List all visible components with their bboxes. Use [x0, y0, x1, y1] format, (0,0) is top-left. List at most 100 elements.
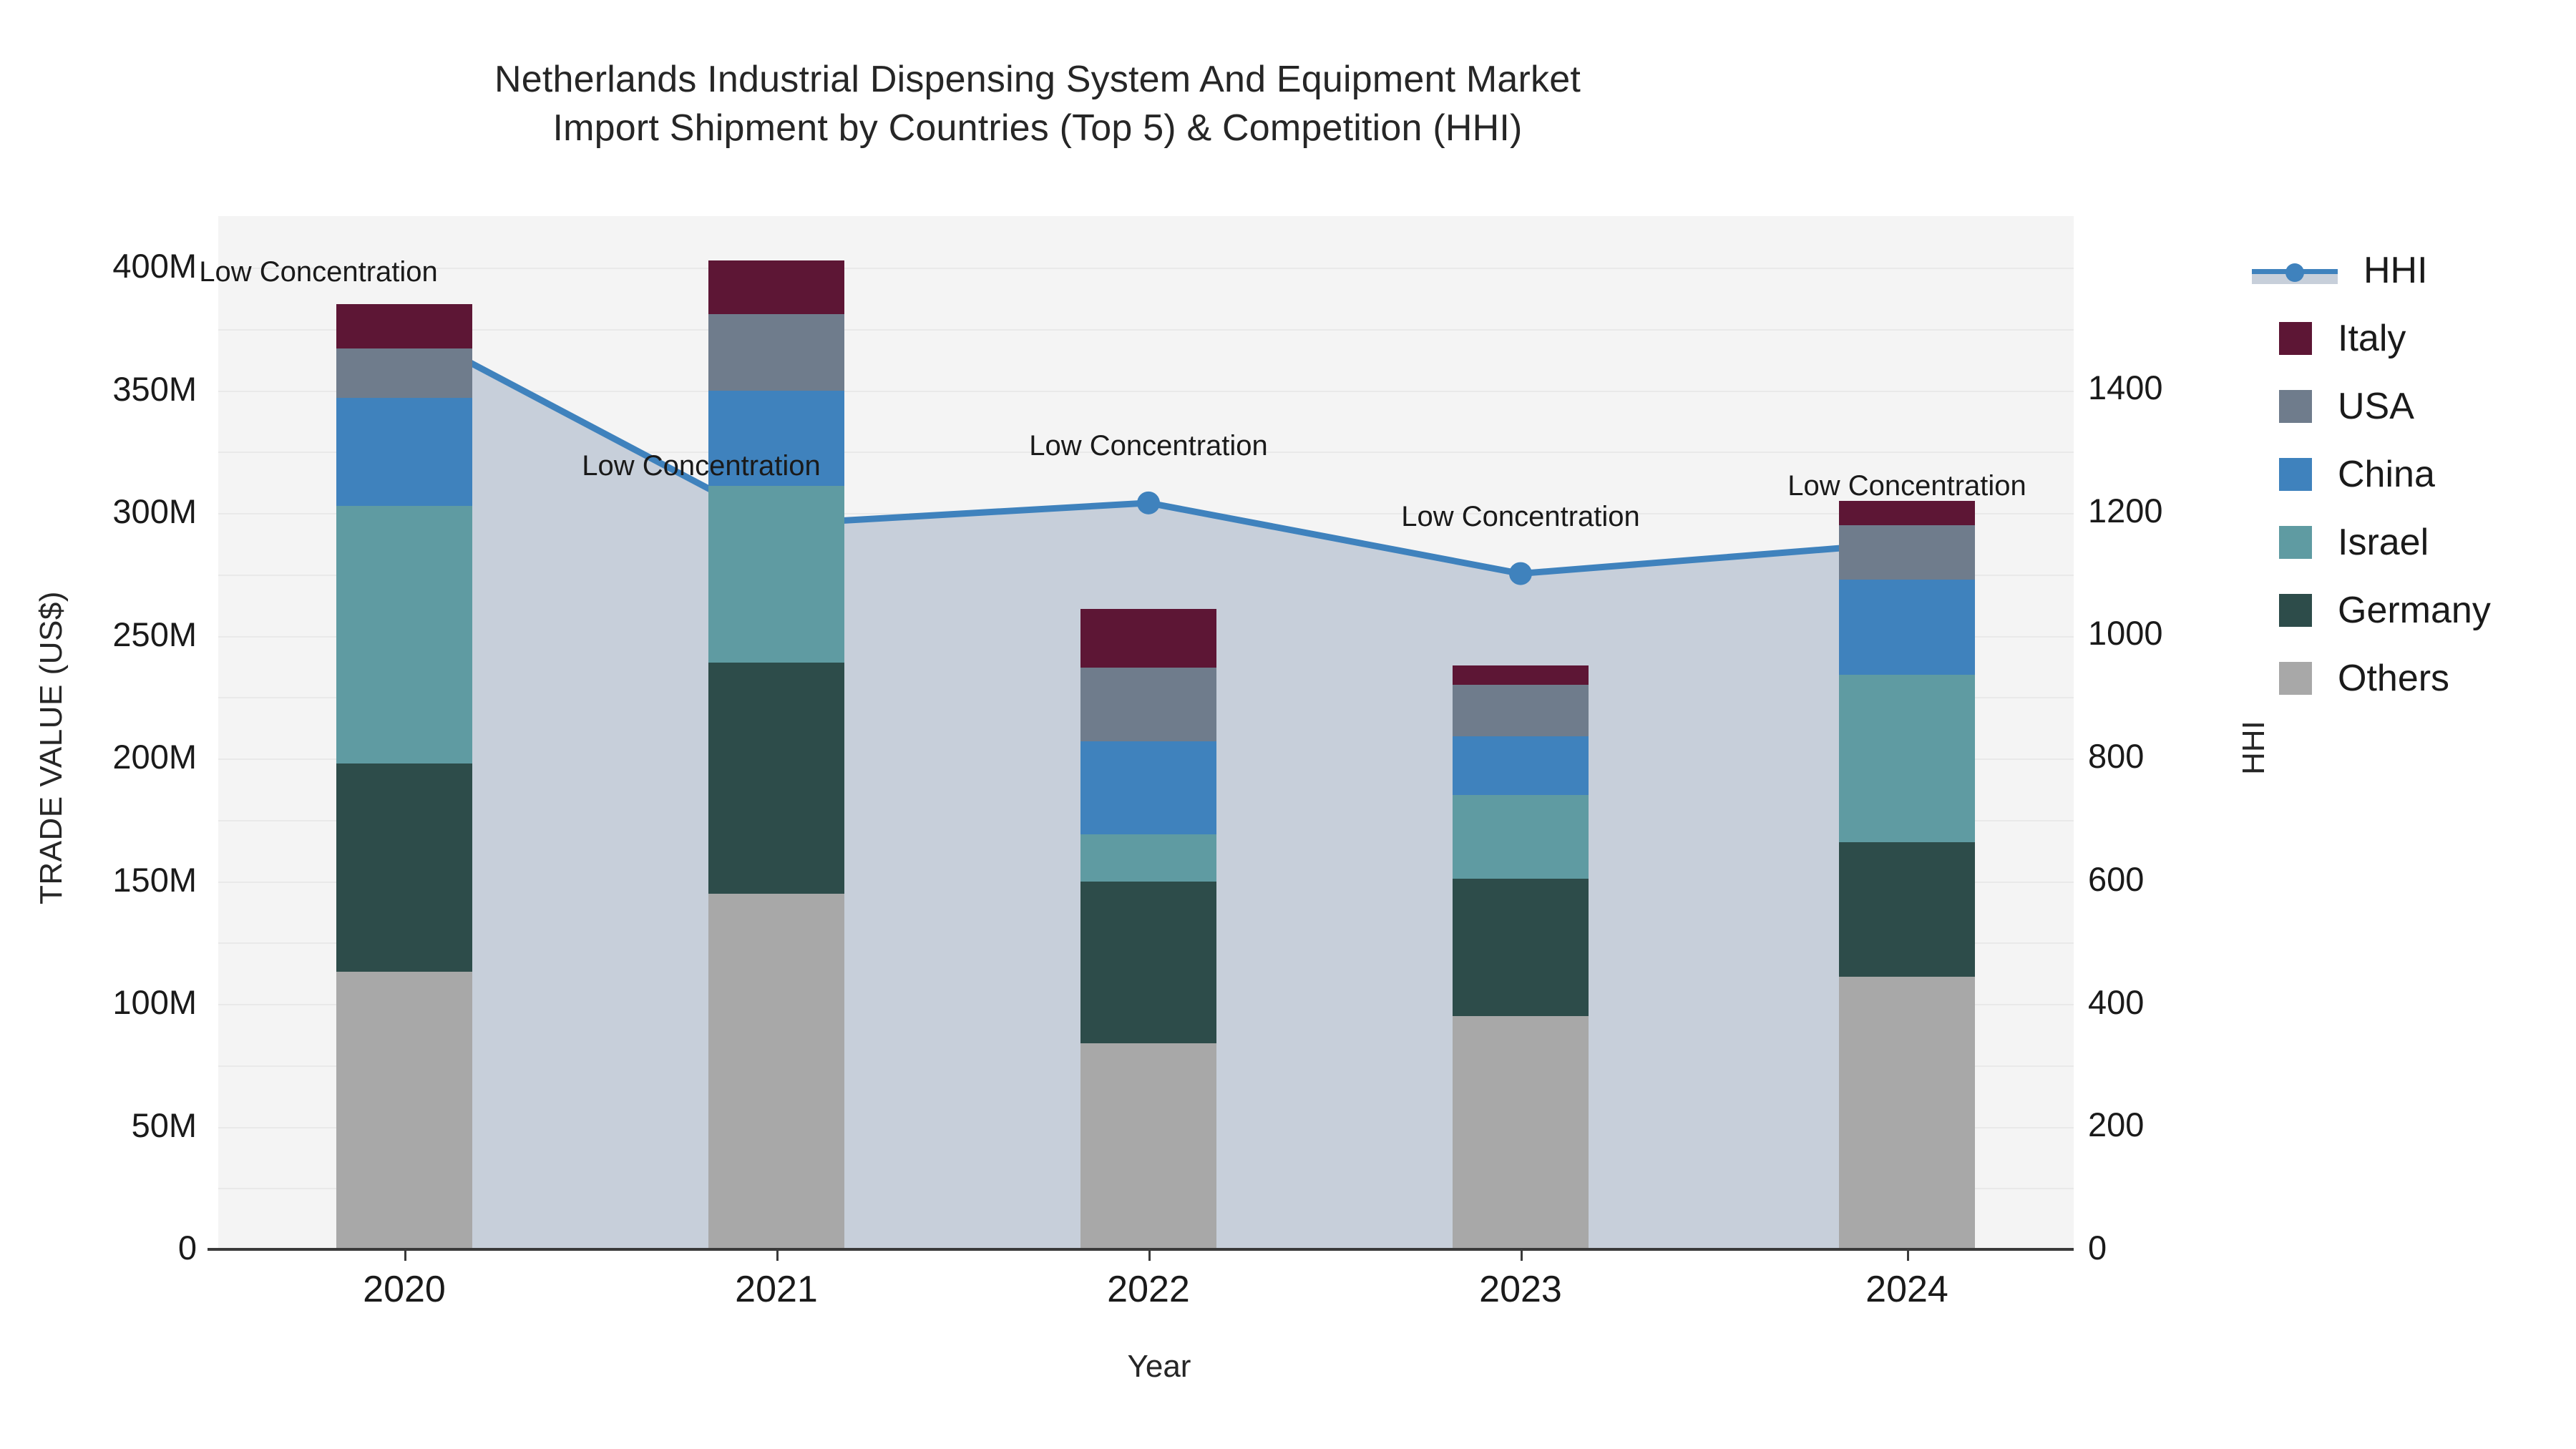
gridline — [218, 390, 2074, 392]
plot-area — [218, 216, 2074, 1251]
bar-segment-italy[interactable] — [336, 304, 472, 349]
legend-label: Italy — [2338, 317, 2406, 359]
y-axis-right-tick-400: 400 — [2088, 982, 2145, 1021]
bar-segment-italy[interactable] — [1080, 608, 1216, 668]
x-axis-tick-2024: 2024 — [1865, 1269, 1948, 1310]
bar-segment-germany[interactable] — [1453, 879, 1589, 1017]
bar-segment-china[interactable] — [336, 397, 472, 506]
legend-item-others[interactable]: Others — [2279, 644, 2576, 712]
x-axis-tick-mark — [404, 1249, 406, 1261]
bar-segment-china[interactable] — [1839, 579, 1975, 675]
legend-label: Germany — [2338, 589, 2491, 631]
annotation-low-concentration-2023: Low Concentration — [1401, 500, 1640, 532]
y-axis-left-tick-100M: 100M — [112, 983, 197, 1021]
bar-segment-others[interactable] — [336, 972, 472, 1249]
bar-segment-israel[interactable] — [1080, 834, 1216, 882]
bar-segment-italy[interactable] — [1453, 665, 1589, 686]
legend-item-china[interactable]: China — [2279, 440, 2576, 508]
bar-segment-usa[interactable] — [1839, 525, 1975, 580]
y-axis-right-tick-1400: 1400 — [2088, 369, 2163, 406]
annotation-low-concentration-2024: Low Concentration — [1787, 469, 2026, 502]
y-axis-right-tick-800: 800 — [2088, 737, 2145, 776]
x-axis-tick-mark — [1148, 1249, 1151, 1261]
bar-group-2020 — [336, 304, 472, 1249]
legend-item-usa[interactable]: USA — [2279, 372, 2576, 440]
legend-label: HHI — [2363, 249, 2428, 291]
y-axis-right-tick-200: 200 — [2088, 1106, 2145, 1144]
annotation-low-concentration-2021: Low Concentration — [582, 449, 821, 482]
y-axis-left-tick-350M: 350M — [112, 369, 197, 408]
bar-segment-israel[interactable] — [708, 486, 844, 663]
bar-segment-others[interactable] — [708, 893, 844, 1249]
bar-segment-israel[interactable] — [1453, 795, 1589, 879]
y-axis-right-tick-1000: 1000 — [2088, 614, 2163, 653]
chart-title-line-2: Import Shipment by Countries (Top 5) & C… — [552, 107, 1523, 149]
y-axis-left-tick-0: 0 — [177, 1229, 197, 1267]
legend-item-hhi[interactable]: HHI — [2252, 236, 2576, 304]
y-axis-left-title: TRADE VALUE (US$) — [34, 591, 69, 904]
legend-swatch-icon — [2279, 457, 2312, 491]
x-axis-tick-mark — [1521, 1249, 1523, 1261]
bar-segment-israel[interactable] — [336, 505, 472, 763]
y-axis-left-tick-200M: 200M — [112, 738, 197, 776]
chart-title-line-1: Netherlands Industrial Dispensing System… — [494, 59, 1581, 100]
legend-swatch-icon — [2279, 525, 2312, 559]
hhi-marker[interactable] — [1509, 562, 1532, 585]
x-axis-line — [218, 1248, 2074, 1251]
legend-item-israel[interactable]: Israel — [2279, 508, 2576, 576]
legend-item-italy[interactable]: Italy — [2279, 304, 2576, 372]
bar-segment-usa[interactable] — [1080, 668, 1216, 741]
bar-segment-italy[interactable] — [1839, 500, 1975, 526]
x-axis-tick-2021: 2021 — [735, 1269, 818, 1310]
x-axis-title: Year — [1127, 1349, 1191, 1384]
bar-group-2021 — [708, 260, 844, 1249]
legend-line-marker-icon — [2285, 263, 2304, 282]
legend-label: Israel — [2338, 521, 2429, 563]
legend-swatch-icon — [2279, 661, 2312, 695]
legend-line-key-icon — [2252, 254, 2338, 287]
x-axis-tick-2023: 2023 — [1479, 1269, 1562, 1310]
bar-segment-israel[interactable] — [1839, 675, 1975, 842]
hhi-marker[interactable] — [1137, 491, 1160, 514]
x-axis-tick-mark — [776, 1249, 779, 1261]
chart-title: Netherlands Industrial Dispensing System… — [0, 56, 2075, 152]
bar-segment-usa[interactable] — [708, 314, 844, 391]
legend-item-germany[interactable]: Germany — [2279, 576, 2576, 644]
bar-segment-others[interactable] — [1453, 1016, 1589, 1249]
legend-label: China — [2338, 453, 2435, 495]
bar-segment-others[interactable] — [1839, 977, 1975, 1249]
y-axis-left-tick-400M: 400M — [112, 247, 197, 285]
bar-segment-germany[interactable] — [708, 663, 844, 894]
bar-segment-germany[interactable] — [336, 763, 472, 972]
annotation-low-concentration-2020: Low Concentration — [199, 256, 438, 288]
bar-group-2024 — [1839, 500, 1975, 1249]
y-axis-right-tick-1200: 1200 — [2088, 491, 2163, 530]
bar-segment-others[interactable] — [1080, 1043, 1216, 1249]
bar-segment-germany[interactable] — [1839, 841, 1975, 977]
y-axis-right-tick-600: 600 — [2088, 859, 2145, 898]
bar-segment-italy[interactable] — [708, 260, 844, 315]
y-axis-origin-stub — [208, 1248, 220, 1251]
y-axis-left-tick-300M: 300M — [112, 492, 197, 530]
y-axis-left-tick-250M: 250M — [112, 615, 197, 653]
bar-segment-china[interactable] — [708, 390, 844, 487]
y-axis-right-tick-0: 0 — [2088, 1229, 2107, 1267]
bar-segment-usa[interactable] — [336, 348, 472, 398]
y-axis-left-tick-150M: 150M — [112, 860, 197, 899]
gridline — [218, 328, 2074, 331]
legend-swatch-icon — [2279, 321, 2312, 355]
legend-swatch-icon — [2279, 593, 2312, 627]
x-axis-tick-2022: 2022 — [1107, 1269, 1190, 1310]
bar-group-2023 — [1453, 665, 1589, 1249]
x-axis-tick-2020: 2020 — [363, 1269, 446, 1310]
y-axis-left-tick-50M: 50M — [131, 1106, 197, 1144]
bar-segment-germany[interactable] — [1080, 881, 1216, 1043]
gridline — [218, 452, 2074, 454]
annotation-low-concentration-2022: Low Concentration — [1029, 429, 1268, 462]
bar-segment-usa[interactable] — [1453, 685, 1589, 737]
bar-group-2022 — [1080, 608, 1216, 1249]
legend-label: Others — [2338, 657, 2450, 699]
bar-segment-china[interactable] — [1080, 741, 1216, 835]
bar-segment-china[interactable] — [1453, 736, 1589, 796]
